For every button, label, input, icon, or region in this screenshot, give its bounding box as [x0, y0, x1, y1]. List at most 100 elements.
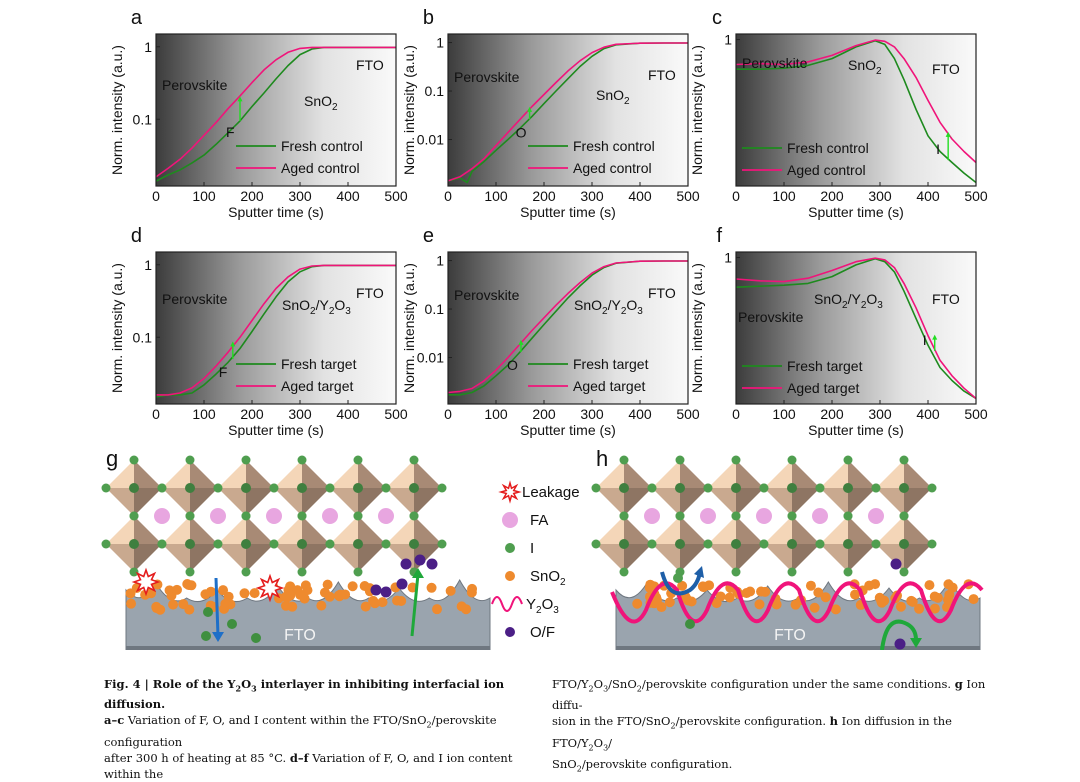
fa-cation — [644, 508, 660, 524]
sno2-particle — [219, 603, 230, 614]
x-tick-label: 300 — [288, 406, 312, 422]
iodide-ion — [899, 567, 909, 577]
schematic-label: h — [596, 446, 608, 471]
octahedron — [157, 511, 223, 577]
of-ion — [894, 638, 906, 650]
of-ion — [414, 554, 426, 566]
sno2-particle — [745, 586, 756, 597]
x-tick-label: 100 — [192, 406, 216, 422]
sno2-particle — [632, 598, 643, 609]
octahedron — [815, 511, 881, 577]
octahedron — [703, 455, 769, 521]
sno2-particle — [895, 601, 906, 612]
iodide-ion — [185, 511, 195, 521]
iodide-ion — [241, 455, 251, 465]
plot-background — [448, 34, 688, 186]
panel-label: d — [131, 225, 142, 247]
diffusion-arrow-up-head — [412, 568, 424, 578]
fa-cation — [868, 508, 884, 524]
x-tick-label: 0 — [732, 406, 740, 422]
sno2-particle — [178, 599, 189, 610]
sno2-particle — [205, 586, 216, 597]
plot-background — [736, 34, 976, 186]
iodide-ion — [325, 539, 335, 549]
iodide-ion — [241, 483, 251, 493]
panel-label: f — [716, 225, 722, 247]
iodide-ion — [675, 455, 685, 465]
caption-line-1: a–c Variation of F, O, and I content wit… — [104, 713, 497, 749]
iodide-ion — [787, 483, 797, 493]
plot-background — [156, 252, 396, 404]
x-tick-label: 400 — [628, 188, 652, 204]
panel-label: c — [712, 7, 722, 29]
annotation-fto: FTO — [932, 61, 960, 77]
x-tick-label: 100 — [484, 406, 508, 422]
legend-label: Fresh target — [573, 356, 649, 372]
schematic-label: g — [106, 446, 118, 471]
y2o3-interlayer — [610, 581, 984, 624]
x-tick-label: 300 — [868, 406, 892, 422]
annotation-perovskite: Perovskite — [162, 77, 228, 93]
annotation-perovskite: Perovskite — [742, 55, 808, 71]
octahedron — [325, 455, 391, 521]
sno2-particle — [316, 600, 327, 611]
sno2-particle — [360, 601, 371, 612]
iodide-ion — [129, 455, 139, 465]
octahedron — [213, 511, 279, 577]
iodide-ion — [353, 455, 363, 465]
x-tick-label: 0 — [444, 188, 452, 204]
iodide-ion — [899, 455, 909, 465]
x-tick-label: 200 — [820, 188, 844, 204]
caption-line-4: sion in the FTO/SnO2/perovskite configur… — [552, 714, 952, 752]
sno2-particle — [645, 579, 656, 590]
sno2-particle — [319, 587, 330, 598]
legend-label: Fresh control — [787, 140, 869, 156]
sno2-particle — [223, 591, 234, 602]
legend-label: Aged target — [573, 378, 645, 394]
iodide-ion — [185, 483, 195, 493]
iodide-ion — [927, 483, 937, 493]
iodide-ion — [409, 483, 419, 493]
iodide-ion — [703, 539, 713, 549]
of-ion — [890, 558, 902, 570]
caption-line-2: after 300 h of heating at 85 °C. d–f Var… — [104, 750, 513, 781]
y-axis-label: Norm. intensity (a.u.) — [689, 263, 705, 393]
schematic-svg-h: h FTO — [591, 446, 984, 651]
iodide-ion — [843, 539, 853, 549]
iodide-ion — [269, 483, 279, 493]
y-tick-label: 1 — [436, 35, 444, 51]
schematic-legend-svg: Leakage FA I SnO2 Y2O3 O/F — [491, 480, 580, 641]
sno2-particle — [754, 599, 765, 610]
fto-base — [616, 646, 980, 650]
iodide-ion — [619, 483, 629, 493]
x-tick-label: 400 — [336, 406, 360, 422]
iodide-ion — [731, 483, 741, 493]
iodide-ion — [101, 483, 111, 493]
legend-label: Fresh control — [573, 138, 655, 154]
sno2-particle — [432, 604, 443, 615]
y-axis-label: Norm. intensity (a.u.) — [401, 45, 417, 175]
sno2-particle — [876, 597, 887, 608]
caption-line-5: SnO2/perovskite configuration. — [552, 756, 733, 774]
iodide-icon — [505, 543, 515, 553]
iodide-ion — [871, 483, 881, 493]
iodide-ion — [673, 573, 683, 583]
annotation-fto: FTO — [356, 57, 384, 73]
iodide-ion — [759, 539, 769, 549]
iodide-ion — [591, 539, 601, 549]
sno2-particle — [285, 590, 296, 601]
series-line-aged-target — [447, 260, 688, 394]
iodide-ion — [129, 539, 139, 549]
chart-panel-d: 0 100 200 300 400 500 1 0.1 Sputter time (s) Norm… — [109, 222, 416, 451]
iodide-ion — [129, 567, 139, 577]
x-tick-label: 0 — [444, 406, 452, 422]
sno2-particle — [850, 589, 861, 600]
iodide-ion — [787, 511, 797, 521]
change-arrow-head — [932, 334, 938, 340]
octahedron — [871, 455, 937, 521]
fa-cation — [700, 508, 716, 524]
diffusion-arrow-down — [214, 577, 220, 637]
legend-label: Aged control — [573, 160, 652, 176]
x-tick-label: 500 — [384, 188, 408, 204]
iodide-ion — [129, 511, 139, 521]
